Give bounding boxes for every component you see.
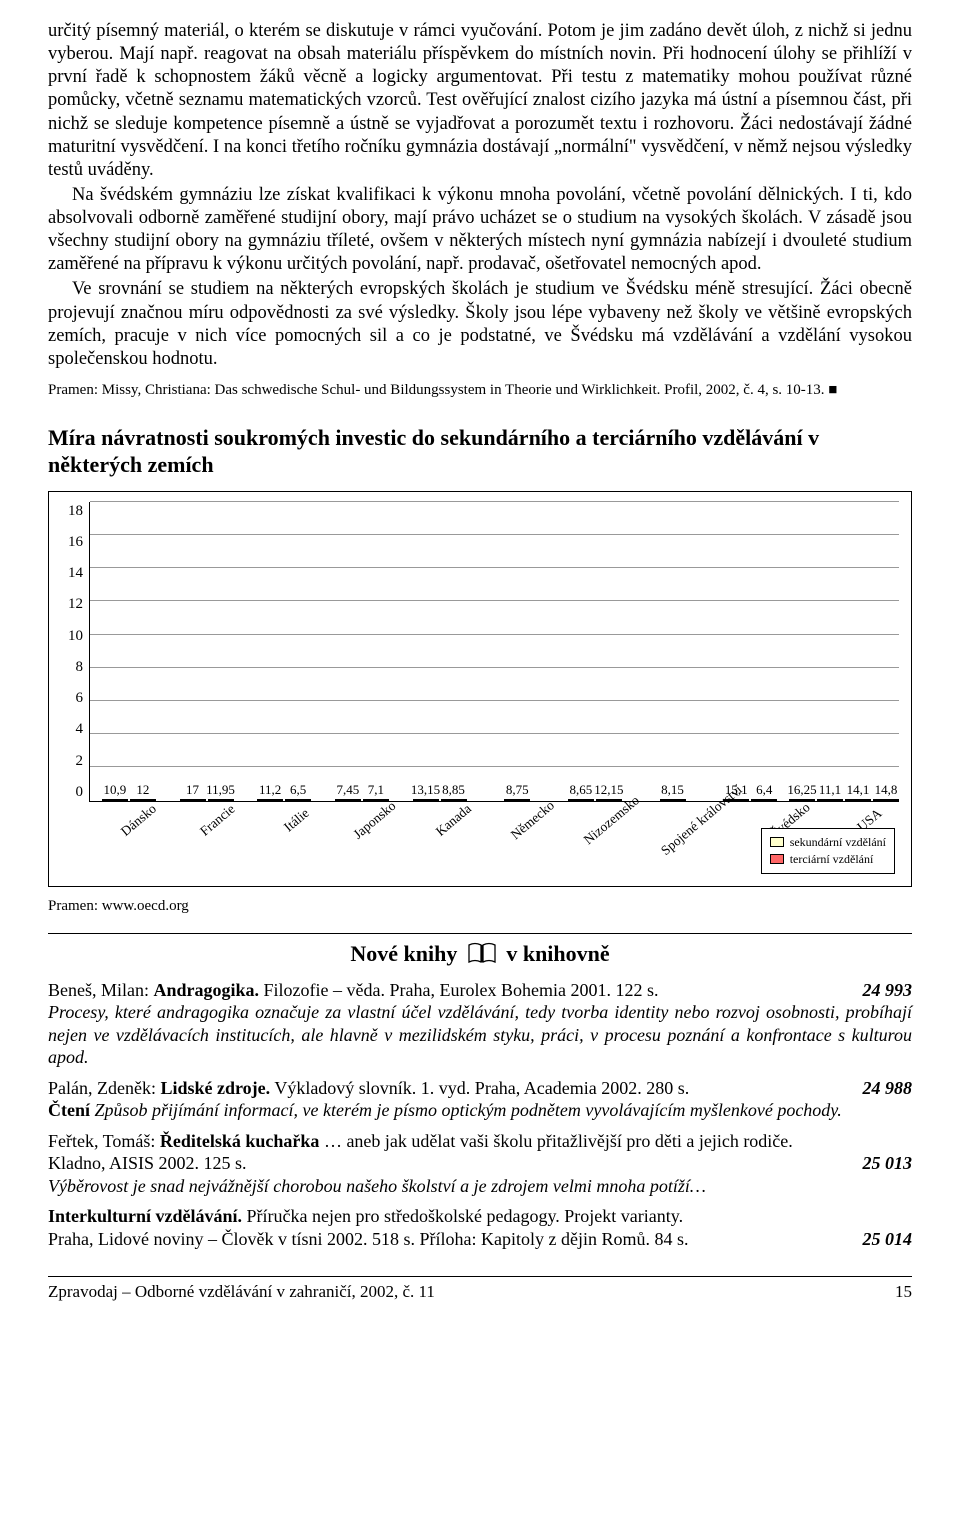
chart-bar: 6,4 (751, 799, 777, 801)
chart-title: Míra návratnosti soukromých investic do … (48, 424, 912, 479)
gridline (90, 567, 899, 568)
bar-value-label: 8,75 (506, 782, 529, 798)
chart-bar: 11,2 (257, 799, 283, 801)
book-entry: Beneš, Milan: Andragogika. Filozofie – v… (48, 979, 912, 1069)
chart-bar: 10,9 (102, 799, 128, 801)
source-citation-1: Pramen: Missy, Christiana: Das schwedisc… (48, 381, 912, 400)
book-entry: Palán, Zdeněk: Lidské zdroje. Výkladový … (48, 1077, 912, 1122)
y-tick: 0 (61, 783, 83, 802)
body-paragraph-1: určitý písemný materiál, o kterém se dis… (48, 20, 912, 182)
chart-bar: 17 (180, 799, 206, 801)
bar-value-label: 10,9 (103, 782, 126, 798)
book-head: Beneš, Milan: Andragogika. Filozofie – v… (48, 979, 843, 1002)
bar-value-label: 17 (186, 782, 199, 798)
y-tick: 10 (61, 627, 83, 646)
bar-value-label: 7,45 (336, 782, 359, 798)
chart-bar: 8,65 (568, 799, 594, 801)
page-number: 15 (895, 1281, 912, 1302)
book-entry: Interkulturní vzdělávání. Příručka nejen… (48, 1205, 912, 1250)
y-tick: 16 (61, 533, 83, 552)
book-entry: Feřtek, Tomáš: Ředitelská kuchařka … ane… (48, 1130, 912, 1198)
chart-plot: 10,9121711,9511,26,57,457,113,158,858,75… (89, 502, 899, 802)
book-code: 25 013 (843, 1152, 913, 1175)
chart-bar: 13,15 (413, 799, 439, 801)
y-tick: 14 (61, 564, 83, 583)
book-description: Výběrovost je snad nejvážnější chorobou … (48, 1175, 912, 1198)
chart-bar: 8,75 (504, 799, 530, 801)
book-head: Palán, Zdeněk: Lidské zdroje. Výkladový … (48, 1077, 843, 1100)
gridline (90, 534, 899, 535)
book-icon (467, 942, 497, 971)
footer-text: Zpravodaj – Odborné vzdělávání v zahrani… (48, 1281, 435, 1302)
book-head: Feřtek, Tomáš: Ředitelská kuchařka … ane… (48, 1130, 912, 1153)
page-footer: Zpravodaj – Odborné vzdělávání v zahrani… (48, 1276, 912, 1302)
bar-value-label: 8,65 (569, 782, 592, 798)
chart-bar: 8,15 (660, 799, 686, 801)
bar-value-label: 6,4 (756, 782, 772, 798)
gridline (90, 600, 899, 601)
section-heading-books: Nové knihy v knihovně (48, 933, 912, 970)
gridline (90, 766, 899, 767)
chart-source: Pramen: www.oecd.org (48, 897, 912, 916)
y-tick: 18 (61, 502, 83, 521)
y-tick: 2 (61, 752, 83, 771)
chart-bar: 7,45 (335, 799, 361, 801)
legend-label-2: terciární vzdělání (790, 852, 874, 867)
y-tick: 12 (61, 595, 83, 614)
bar-value-label: 14,1 (847, 782, 870, 798)
book-line2: Praha, Lidové noviny – Člověk v tísni 20… (48, 1228, 843, 1251)
heading-right: v knihovně (506, 941, 609, 966)
bar-value-label: 11,2 (259, 782, 281, 798)
bar-value-label: 13,15 (411, 782, 440, 798)
gridline (90, 634, 899, 635)
gridline (90, 733, 899, 734)
y-tick: 6 (61, 689, 83, 708)
book-code: 25 014 (843, 1228, 913, 1251)
heading-left: Nové knihy (350, 941, 457, 966)
book-head: Interkulturní vzdělávání. Příručka nejen… (48, 1205, 912, 1228)
body-paragraph-3: Ve srovnání se studiem na některých evro… (48, 278, 912, 371)
chart-container: 18 16 14 12 10 8 6 4 2 0 10,9121711,9511,26,57,45… (48, 491, 912, 887)
legend-item-1: sekundární vzdělání (770, 835, 886, 850)
legend-label-1: sekundární vzdělání (790, 835, 886, 850)
gridline (90, 667, 899, 668)
book-description: Čtení Způsob přijímání informací, ve kte… (48, 1099, 912, 1122)
chart-y-axis: 18 16 14 12 10 8 6 4 2 0 (61, 502, 89, 802)
book-code: 24 993 (843, 979, 913, 1002)
gridline (90, 700, 899, 701)
y-tick: 8 (61, 658, 83, 677)
chart-legend: sekundární vzdělání terciární vzdělání (761, 828, 895, 874)
y-tick: 4 (61, 720, 83, 739)
body-paragraph-2: Na švédském gymnáziu lze získat kvalifik… (48, 184, 912, 277)
legend-item-2: terciární vzdělání (770, 852, 886, 867)
book-description: Procesy, které andragogika označuje za v… (48, 1001, 912, 1069)
bar-value-label: 11,1 (819, 782, 841, 798)
bar-value-label: 8,15 (661, 782, 684, 798)
gridline (90, 501, 899, 502)
book-line2: Kladno, AISIS 2002. 125 s. (48, 1152, 843, 1175)
book-code: 24 988 (843, 1077, 913, 1100)
